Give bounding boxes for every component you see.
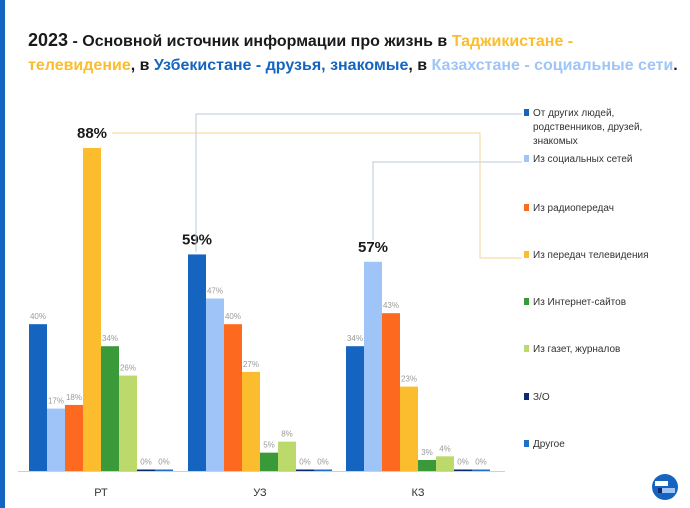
legend-swatch-3 xyxy=(524,251,529,258)
bar-РТ-7 xyxy=(155,469,173,471)
legend-swatch-6 xyxy=(524,393,529,400)
bar-КЗ-7 xyxy=(472,469,490,471)
bar-РТ-3 xyxy=(83,148,101,471)
bar-УЗ-5 xyxy=(278,441,296,471)
legend-label-5: Из газет, журналов xyxy=(533,344,620,355)
bar-УЗ-2 xyxy=(224,324,242,471)
data-label-КЗ-4: 3% xyxy=(421,448,433,457)
bar-КЗ-1 xyxy=(364,261,382,471)
highlight-label-РТ: 88% xyxy=(77,125,107,142)
title-part-sep1: , в xyxy=(130,57,154,74)
data-label-УЗ-1: 47% xyxy=(207,286,223,295)
legend-swatch-2 xyxy=(524,204,529,211)
bar-УЗ-4 xyxy=(260,452,278,471)
title-part-kazakhstan: Казахстане - социальные сети xyxy=(431,57,674,74)
data-label-РТ-6: 0% xyxy=(140,458,152,467)
data-label-КЗ-2: 43% xyxy=(383,301,399,310)
legend-swatch-0 xyxy=(524,109,529,116)
bar-КЗ-5 xyxy=(436,456,454,471)
leader-line-kz xyxy=(372,161,522,240)
legend-swatch-5 xyxy=(524,345,529,352)
bar-УЗ-6 xyxy=(296,469,314,471)
legend-swatch-1 xyxy=(524,155,529,162)
category-label-РТ: РТ xyxy=(94,487,108,499)
bar-РТ-5 xyxy=(119,375,137,471)
bar-УЗ-0 xyxy=(188,254,206,471)
data-label-РТ-0: 40% xyxy=(30,312,46,321)
data-label-УЗ-5: 8% xyxy=(281,430,293,439)
data-label-КЗ-7: 0% xyxy=(475,458,487,467)
legend-label-4: Из Интернет-сайтов xyxy=(533,297,626,308)
data-label-УЗ-7: 0% xyxy=(317,458,329,467)
bar-РТ-1 xyxy=(47,408,65,471)
legend-label-6: З/О xyxy=(533,392,550,403)
bar-КЗ-3 xyxy=(400,386,418,471)
bar-РТ-6 xyxy=(137,469,155,471)
data-label-РТ-7: 0% xyxy=(158,458,170,467)
highlight-label-КЗ: 57% xyxy=(358,239,388,256)
legend-label-1: Из социальных сетей xyxy=(533,154,632,165)
bar-КЗ-4 xyxy=(418,459,436,471)
category-label-УЗ: УЗ xyxy=(253,487,267,499)
title-part-year: 2023 xyxy=(28,30,69,50)
bar-КЗ-6 xyxy=(454,469,472,471)
chart-title: 2023 - Основной источник информации про … xyxy=(28,28,678,78)
legend-label-0: родственников, друзей, xyxy=(533,122,642,133)
leader-line-rt xyxy=(112,132,522,259)
data-label-КЗ-3: 23% xyxy=(401,375,417,384)
data-label-РТ-5: 26% xyxy=(120,364,136,373)
company-logo-icon xyxy=(652,474,678,500)
category-label-КЗ: КЗ xyxy=(412,487,425,499)
title-part-end: . xyxy=(673,57,678,74)
legend-label-0: От других людей, xyxy=(533,108,614,119)
data-label-КЗ-0: 34% xyxy=(347,334,363,343)
bar-УЗ-1 xyxy=(206,298,224,471)
bar-УЗ-7 xyxy=(314,469,332,471)
bar-РТ-0 xyxy=(29,324,47,471)
bar-КЗ-0 xyxy=(346,346,364,471)
bar-УЗ-3 xyxy=(242,371,260,471)
data-label-УЗ-6: 0% xyxy=(299,458,311,467)
data-label-КЗ-6: 0% xyxy=(457,458,469,467)
bar-РТ-2 xyxy=(65,404,83,471)
highlight-label-УЗ: 59% xyxy=(182,231,212,248)
title-part-sep2: , в xyxy=(408,57,432,74)
data-label-УЗ-4: 5% xyxy=(263,441,275,450)
data-label-РТ-1: 17% xyxy=(48,397,64,406)
bar-КЗ-2 xyxy=(382,313,400,471)
data-label-РТ-2: 18% xyxy=(66,393,82,402)
legend-label-7: Другое xyxy=(533,439,565,450)
data-label-КЗ-5: 4% xyxy=(439,444,451,453)
data-label-РТ-4: 34% xyxy=(102,334,118,343)
legend-swatch-4 xyxy=(524,298,529,305)
data-label-УЗ-3: 27% xyxy=(243,360,259,369)
title-part-tajikistan: Таджикистане - телевидение xyxy=(28,33,574,74)
legend-swatch-7 xyxy=(524,440,529,447)
legend-label-3: Из передач телевидения xyxy=(533,250,649,261)
data-label-УЗ-2: 40% xyxy=(225,312,241,321)
legend-label-2: Из радиопередач xyxy=(533,203,614,214)
left-accent-bar xyxy=(0,0,5,508)
title-part-uzbekistan: Узбекистане - друзья, знакомые xyxy=(153,57,409,74)
legend-label-0: знакомых xyxy=(533,136,578,147)
title-part-intro: - Основной источник информации про жизнь… xyxy=(68,33,452,50)
leader-line-uz xyxy=(195,113,522,252)
bar-РТ-4 xyxy=(101,346,119,471)
